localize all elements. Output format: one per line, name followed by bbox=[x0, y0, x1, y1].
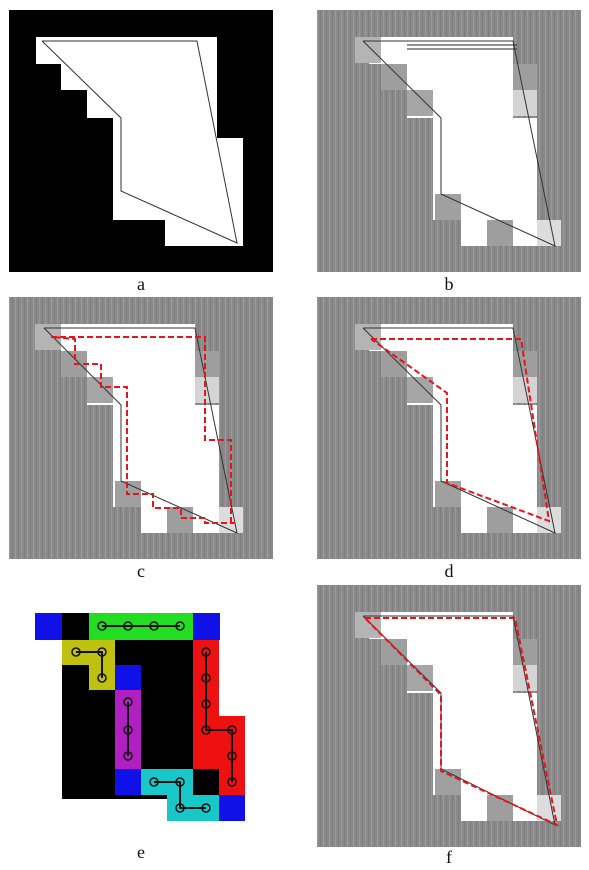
panel-d-image bbox=[317, 297, 581, 559]
red-dashed-simplified bbox=[370, 338, 551, 523]
panel-f-image bbox=[317, 585, 581, 847]
gray-cell bbox=[513, 639, 537, 665]
gray-cell bbox=[195, 377, 219, 403]
panel-c: c bbox=[9, 297, 273, 597]
gray-cell bbox=[381, 64, 407, 90]
black-cell bbox=[62, 613, 89, 640]
caption-c: c bbox=[137, 561, 145, 581]
gray-cell bbox=[435, 194, 461, 220]
outline-polygon bbox=[41, 40, 238, 244]
chain-nodes bbox=[71, 621, 237, 813]
outline-polygon bbox=[362, 40, 556, 247]
white-staircase-shape bbox=[36, 37, 243, 246]
outline-polygon bbox=[362, 327, 556, 534]
gray-cell bbox=[195, 351, 219, 377]
gray-cell bbox=[407, 90, 433, 116]
caption-f: f bbox=[446, 847, 452, 867]
caption-d: d bbox=[444, 561, 454, 581]
panel-c-image bbox=[9, 297, 273, 559]
blue-corner-cell bbox=[219, 795, 245, 821]
gray-cell bbox=[407, 665, 433, 691]
panel-a-image bbox=[9, 10, 273, 272]
panel-f: f bbox=[317, 585, 581, 870]
caption-b: b bbox=[444, 274, 454, 294]
caption-a: a bbox=[137, 274, 145, 294]
red-dashed-staircase bbox=[50, 336, 235, 524]
gray-cell bbox=[407, 377, 433, 403]
red-dashed-final bbox=[364, 617, 559, 827]
gray-cell bbox=[513, 377, 537, 403]
panel-d: d bbox=[317, 297, 581, 597]
blue-corner-cell bbox=[115, 769, 141, 795]
gray-cell bbox=[487, 220, 513, 246]
gray-cell bbox=[537, 220, 561, 246]
panel-a: a bbox=[9, 10, 273, 310]
gray-cell bbox=[513, 90, 537, 116]
panel-e-image bbox=[35, 613, 245, 821]
gray-cell bbox=[435, 481, 461, 507]
chain-connectors bbox=[76, 625, 233, 809]
blue-corner-cell bbox=[115, 665, 141, 690]
blue-corner-cell bbox=[35, 613, 62, 640]
gray-cell bbox=[87, 377, 113, 403]
gray-cell bbox=[381, 639, 407, 665]
panel-e: e bbox=[9, 596, 273, 870]
gray-cell bbox=[487, 507, 513, 533]
panel-b-image bbox=[317, 10, 581, 272]
panel-b: b bbox=[317, 10, 581, 310]
blue-corner-cell bbox=[193, 613, 220, 640]
gray-cell bbox=[513, 64, 537, 90]
caption-e: e bbox=[137, 842, 145, 862]
white-region bbox=[369, 37, 537, 246]
white-region bbox=[369, 324, 537, 533]
